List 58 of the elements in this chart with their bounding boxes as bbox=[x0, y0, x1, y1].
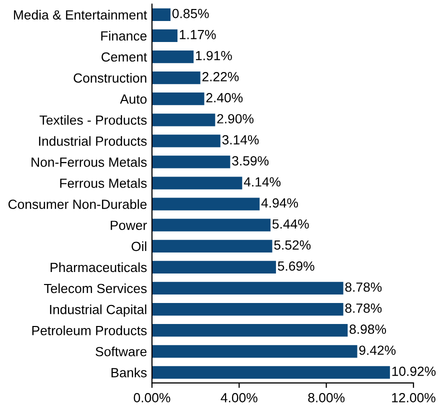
y-tick-label: Consumer Non-Durable bbox=[8, 199, 147, 209]
bar bbox=[152, 198, 260, 210]
bar bbox=[152, 71, 200, 84]
y-tick-label: Construction bbox=[74, 73, 146, 83]
y-tick-label: Non-Ferrous Metals bbox=[32, 157, 147, 167]
bar bbox=[152, 282, 344, 295]
y-tick-label: Pharmaceuticals bbox=[50, 262, 147, 272]
y-tick-label: Media & Entertainment bbox=[14, 10, 148, 20]
y-tick-label: Software bbox=[96, 346, 147, 356]
bar bbox=[152, 176, 242, 190]
y-tick-label: Banks bbox=[112, 368, 147, 378]
data-label: 3.14% bbox=[222, 135, 259, 144]
y-tick-label: Oil bbox=[132, 241, 146, 252]
data-label: 2.90% bbox=[217, 114, 254, 124]
y-tick-label: Ferrous Metals bbox=[60, 178, 147, 188]
y-tick-label: Industrial Capital bbox=[50, 304, 146, 317]
y-tick-label: Auto bbox=[120, 94, 147, 104]
data-label: 5.44% bbox=[272, 219, 309, 229]
y-tick-label: Power bbox=[110, 220, 147, 230]
bar bbox=[152, 260, 276, 274]
data-label: 8.78% bbox=[345, 303, 382, 313]
bar bbox=[152, 8, 171, 21]
data-label: 3.59% bbox=[232, 156, 269, 166]
bar bbox=[152, 50, 194, 64]
bar bbox=[152, 134, 220, 148]
data-label: 1.17% bbox=[180, 30, 216, 40]
y-tick-label: Industrial Products bbox=[39, 136, 147, 146]
data-label: 0.85% bbox=[172, 8, 209, 18]
data-label: 8.98% bbox=[350, 324, 386, 334]
y-tick-label: Textiles - Products bbox=[40, 115, 147, 125]
bar bbox=[152, 240, 272, 252]
data-label: 4.14% bbox=[244, 177, 281, 187]
data-label: 5.69% bbox=[278, 261, 314, 271]
x-tick-label: 12.00% bbox=[392, 393, 436, 402]
data-label: 2.40% bbox=[206, 93, 243, 102]
data-label: 1.91% bbox=[196, 50, 232, 60]
x-tick-label: 0.00% bbox=[134, 393, 170, 402]
x-tick-label: 4.00% bbox=[220, 393, 258, 402]
bar bbox=[152, 366, 390, 379]
y-tick-label: Telecom Services bbox=[44, 283, 147, 294]
y-tick-label: Finance bbox=[101, 30, 147, 41]
bar bbox=[152, 114, 216, 126]
bar bbox=[152, 29, 178, 42]
y-tick-label: Cement bbox=[102, 52, 148, 62]
bar bbox=[152, 302, 344, 316]
data-label: 9.42% bbox=[359, 346, 396, 355]
data-label: 10.92% bbox=[392, 366, 436, 376]
bar bbox=[152, 218, 271, 232]
data-label: 8.78% bbox=[345, 282, 382, 292]
data-label: 4.94% bbox=[261, 198, 298, 208]
data-label: 2.22% bbox=[202, 72, 239, 82]
x-tick-label: 8.00% bbox=[308, 393, 345, 402]
data-label: 5.52% bbox=[274, 240, 311, 250]
bar bbox=[152, 324, 348, 337]
bar bbox=[152, 156, 230, 168]
bar bbox=[152, 92, 204, 106]
y-tick-label: Petroleum Products bbox=[32, 326, 147, 336]
bar bbox=[152, 345, 358, 358]
